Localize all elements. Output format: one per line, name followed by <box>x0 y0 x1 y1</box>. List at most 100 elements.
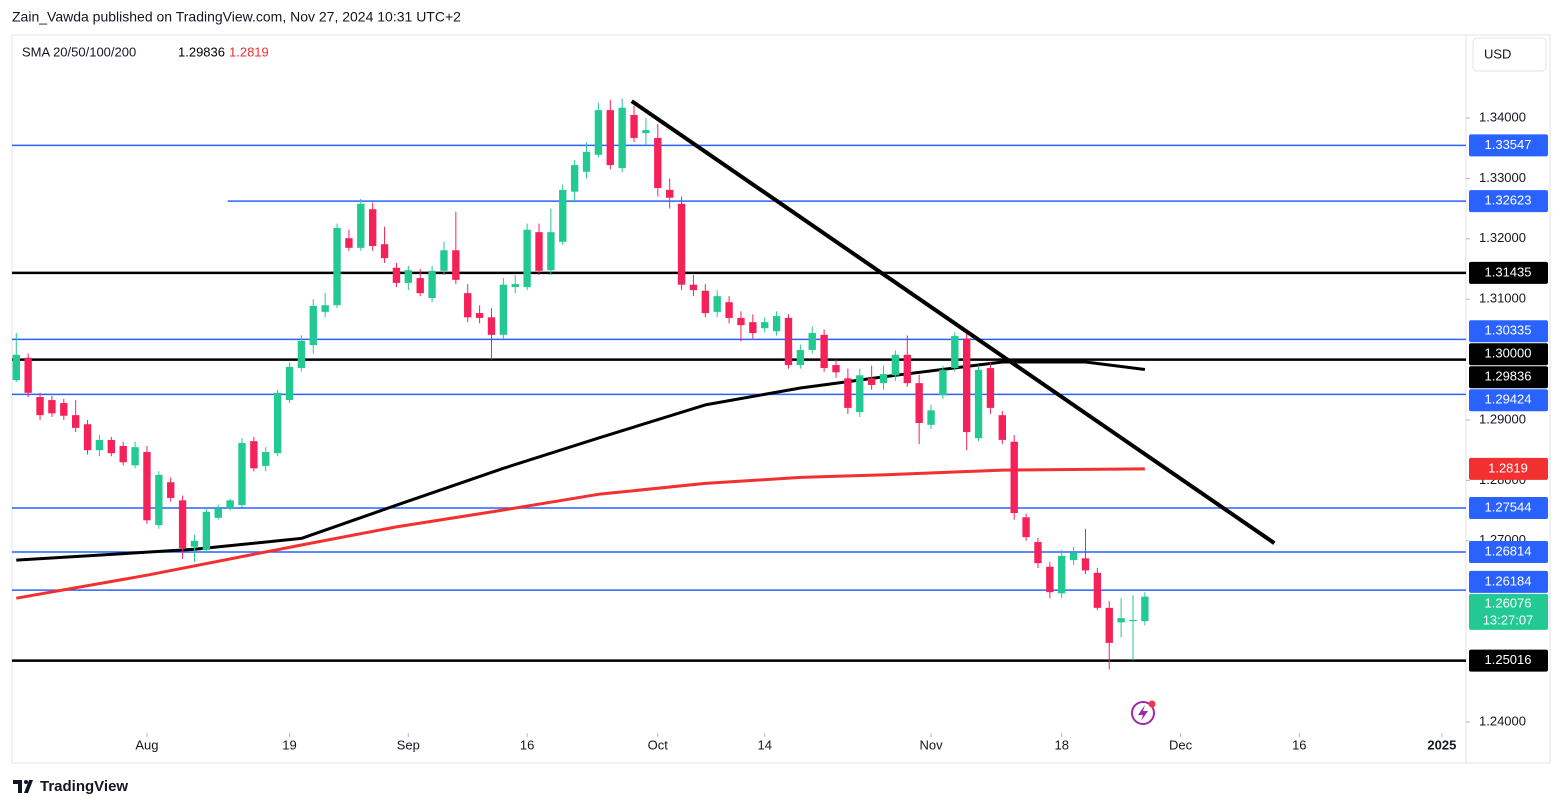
candle-body <box>178 500 187 549</box>
y-tick-label: 1.24000 <box>1479 713 1526 728</box>
candle-body <box>285 366 294 401</box>
candle-body <box>761 322 769 329</box>
axes: 1.240001.270001.280001.290001.310001.320… <box>135 109 1526 752</box>
x-tick-label: 16 <box>520 737 534 752</box>
candle-body <box>143 452 151 521</box>
price-badge-label: 1.27544 <box>1485 499 1532 514</box>
price-badge <box>1469 457 1548 480</box>
x-tick-label: 2025 <box>1427 737 1456 752</box>
y-tick-label: 1.31000 <box>1479 291 1526 306</box>
candle-body <box>1022 517 1030 538</box>
candle-body <box>570 165 579 192</box>
candle-body <box>915 383 923 424</box>
candle-body <box>677 203 686 285</box>
candle-body <box>357 203 365 248</box>
x-tick-label: 18 <box>1054 737 1068 752</box>
x-tick-label: 14 <box>757 737 771 752</box>
candle-body <box>796 349 805 366</box>
currency-button[interactable] <box>1472 37 1547 72</box>
candle-body <box>879 374 888 384</box>
candle-body <box>214 508 222 518</box>
candle-body <box>547 232 555 271</box>
candle-body <box>107 439 116 454</box>
candle-body <box>131 447 139 466</box>
price-badge <box>1469 261 1548 284</box>
candle-body <box>784 317 793 366</box>
candle-body <box>1081 558 1090 571</box>
y-tick-label: 1.34000 <box>1479 109 1526 124</box>
candle-body <box>844 378 852 408</box>
candle-body <box>345 238 353 248</box>
price-badge <box>1469 320 1548 343</box>
x-tick-label: 16 <box>1292 737 1306 752</box>
price-badge <box>1469 134 1548 157</box>
candle-body <box>60 403 68 416</box>
candle-body <box>772 316 781 332</box>
y-tick-label: 1.29000 <box>1479 411 1526 426</box>
candle-body <box>1117 618 1125 623</box>
alert-icon <box>1131 700 1156 725</box>
candle-body <box>1129 619 1137 622</box>
legend-value: 1.29836 <box>178 44 225 59</box>
price-badge-label: 1.2819 <box>1488 460 1528 475</box>
candle-body <box>867 378 876 385</box>
candle-body <box>24 357 32 393</box>
candle-body <box>1034 542 1042 564</box>
price-badge <box>1469 190 1548 213</box>
candle-body <box>665 189 674 198</box>
candle-body <box>1046 566 1054 593</box>
candle-body <box>155 474 163 526</box>
price-badge-label: 1.25016 <box>1485 652 1532 667</box>
candle-body <box>962 338 971 433</box>
candle-body <box>808 333 816 350</box>
price-badge-label: 1.30335 <box>1485 323 1532 338</box>
candle-body <box>321 305 329 312</box>
x-tick-label: 19 <box>282 737 296 752</box>
candle-body <box>368 209 377 247</box>
candle-body <box>939 369 947 396</box>
candle-body <box>820 334 828 369</box>
price-badge-label: 1.32623 <box>1485 193 1532 208</box>
currency-label[interactable]: USD <box>1484 46 1511 61</box>
x-tick-label: Dec <box>1169 737 1193 752</box>
candle-body <box>559 189 567 242</box>
candle-body <box>1141 596 1149 622</box>
price-badge <box>1469 389 1548 412</box>
price-badge <box>1469 496 1548 519</box>
candle-body <box>654 137 662 189</box>
x-tick-label: Nov <box>919 737 943 752</box>
brand-logo <box>13 780 33 793</box>
candle-body <box>12 354 20 381</box>
candle-body <box>428 270 436 298</box>
price-badge-label: 1.29836 <box>1485 369 1532 384</box>
candle-body <box>83 424 92 451</box>
candle-body <box>832 365 840 373</box>
candle-body <box>226 500 234 509</box>
candle-body <box>380 244 389 259</box>
legend-label: SMA 20/50/100/200 <box>22 44 136 59</box>
candle-body <box>1069 552 1078 561</box>
candle-body <box>523 229 531 288</box>
candle-body <box>986 368 995 408</box>
brand-name: TradingView <box>40 778 128 795</box>
candle-body <box>594 110 603 155</box>
price-badge-label: 1.31435 <box>1485 264 1532 279</box>
frame <box>11 34 1551 764</box>
candle-body <box>891 354 900 376</box>
chart-title: Zain_Vawda published on TradingView.com,… <box>12 9 461 25</box>
price-badge-label: 1.26184 <box>1485 573 1532 588</box>
candle-body <box>273 392 282 454</box>
plot-area <box>12 98 1466 670</box>
x-tick-label: Aug <box>135 737 158 752</box>
price-badge <box>1469 541 1548 564</box>
candle-body <box>974 369 983 439</box>
candle-body <box>535 232 543 271</box>
candle-body <box>701 290 710 314</box>
candle-body <box>689 284 698 291</box>
y-tick-label: 1.32000 <box>1479 230 1526 245</box>
candle-body <box>238 442 246 506</box>
y-tick-label: 1.33000 <box>1479 170 1526 185</box>
candle-body <box>475 313 484 318</box>
price-badges: 1.33547 1.32623 1.31435 1.30335 1.30000 1.298… <box>1469 134 1548 672</box>
